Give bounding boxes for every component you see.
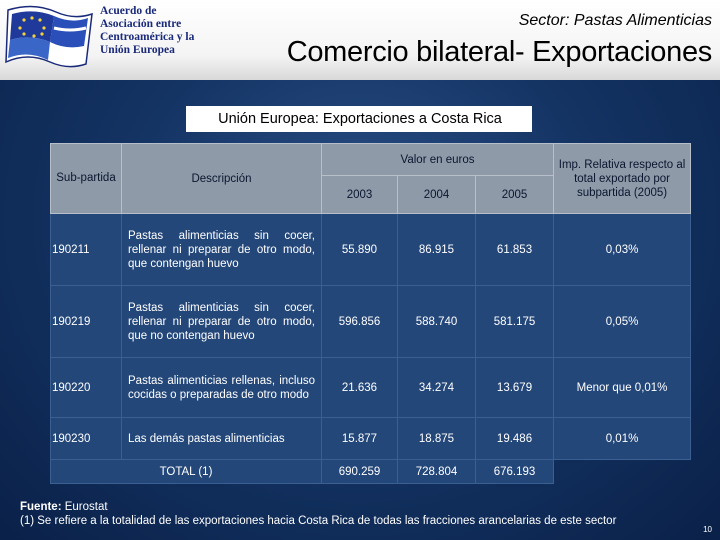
total-value-2004: 728.804 bbox=[397, 459, 476, 484]
table-subtitle: Unión Europea: Exportaciones a Costa Ric… bbox=[218, 111, 502, 127]
table-row: 190211 Pastas alimenticias sin cocer, re… bbox=[50, 213, 692, 286]
row-code: 190230 bbox=[50, 417, 122, 460]
row-imp: Menor que 0,01% bbox=[553, 357, 692, 418]
source-value: Eurostat bbox=[64, 501, 108, 513]
logo-line: Unión Europea bbox=[100, 44, 175, 56]
row-imp: 0,05% bbox=[553, 285, 692, 358]
header-year-2005: 2005 bbox=[474, 175, 555, 214]
flag-logo-icon bbox=[5, 5, 93, 68]
logo-line: Centroamérica y la bbox=[100, 31, 195, 43]
row-value-2003: 21.636 bbox=[321, 357, 398, 418]
row-value-2005: 581.175 bbox=[474, 285, 555, 358]
exports-table: Sub-partida Descripción Valor en euros I… bbox=[50, 143, 692, 484]
table-row: 190230 Las demás pastas alimenticias 15.… bbox=[50, 417, 692, 460]
row-imp: 0,03% bbox=[553, 213, 692, 286]
source-line: Fuente: Eurostat bbox=[20, 500, 616, 514]
row-value-2005: 19.486 bbox=[474, 417, 555, 460]
header-subpartida: Sub-partida bbox=[50, 143, 122, 214]
row-value-2004: 588.740 bbox=[397, 285, 476, 358]
footer-notes: Fuente: Eurostat (1) Se refiere a la tot… bbox=[20, 500, 616, 528]
footnote: (1) Se refiere a la totalidad de las exp… bbox=[20, 515, 617, 527]
header-valor-euros: Valor en euros bbox=[320, 143, 555, 176]
logo-line: Asociación entre bbox=[100, 18, 182, 30]
row-code: 190219 bbox=[50, 285, 122, 358]
total-value-2003: 690.259 bbox=[321, 459, 398, 484]
source-label: Fuente: bbox=[20, 501, 62, 513]
total-value-2005: 676.193 bbox=[474, 459, 555, 484]
row-value-2005: 61.853 bbox=[474, 213, 555, 286]
row-description: Pastas alimenticias sin cocer, rellenar … bbox=[121, 285, 322, 358]
total-label: TOTAL (1) bbox=[50, 459, 322, 484]
exports-table-container: Sub-partida Descripción Valor en euros I… bbox=[50, 143, 692, 484]
page-title: Comercio bilateral- Exportaciones bbox=[286, 36, 713, 68]
row-description: Pastas alimenticias rellenas, incluso co… bbox=[121, 357, 322, 418]
table-row: 190220 Pastas alimenticias rellenas, inc… bbox=[50, 357, 692, 418]
row-imp: 0,01% bbox=[553, 417, 692, 460]
row-value-2003: 596.856 bbox=[321, 285, 398, 358]
header-imp-relativa: Imp. Relativa respecto al total exportad… bbox=[553, 143, 692, 214]
row-value-2003: 15.877 bbox=[321, 417, 398, 460]
row-description: Pastas alimenticias sin cocer, rellenar … bbox=[121, 213, 322, 286]
total-row: TOTAL (1) 690.259 728.804 676.193 bbox=[50, 459, 691, 484]
row-code: 190220 bbox=[50, 357, 122, 418]
header-year-2003: 2003 bbox=[321, 175, 398, 214]
row-value-2004: 34.274 bbox=[397, 357, 476, 418]
logo-text: Acuerdo de Asociación entre Centroaméric… bbox=[100, 5, 194, 57]
row-description: Las demás pastas alimenticias bbox=[121, 417, 322, 460]
row-value-2004: 18.875 bbox=[397, 417, 476, 460]
slide-header: Acuerdo de Asociación entre Centroaméric… bbox=[0, 0, 720, 80]
row-value-2004: 86.915 bbox=[397, 213, 476, 286]
subtitle-box bbox=[186, 106, 532, 132]
logo-line: Acuerdo de bbox=[100, 5, 157, 17]
row-code: 190211 bbox=[50, 213, 122, 286]
row-value-2005: 13.679 bbox=[474, 357, 555, 418]
header-descripcion: Descripción bbox=[121, 143, 322, 214]
total-empty-cell bbox=[554, 460, 691, 484]
logo: Acuerdo de Asociación entre Centroaméric… bbox=[4, 2, 214, 72]
header-year-2004: 2004 bbox=[397, 175, 476, 214]
row-value-2003: 55.890 bbox=[321, 213, 398, 286]
page-number: 10 bbox=[703, 525, 712, 534]
sector-label: Sector: Pastas Alimenticias bbox=[518, 12, 712, 29]
table-row: 190219 Pastas alimenticias sin cocer, re… bbox=[50, 285, 692, 358]
